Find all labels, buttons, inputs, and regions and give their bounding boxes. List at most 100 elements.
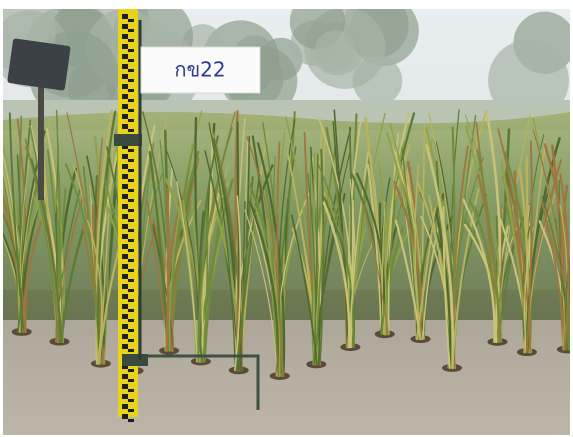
rice-leaf — [248, 189, 281, 377]
variety-sign — [140, 46, 261, 94]
rice-leaf — [494, 225, 509, 343]
rice-leaf — [318, 164, 354, 348]
pole-mark — [122, 294, 128, 299]
rice-leaf — [86, 219, 103, 365]
rice-leaf — [415, 193, 447, 340]
rice-leaf — [276, 141, 285, 377]
pole-mark — [128, 49, 134, 52]
pole-mark — [122, 384, 128, 389]
rice-leaf — [394, 219, 422, 341]
pole-marks — [122, 14, 134, 422]
pole-mark — [122, 394, 128, 399]
pole-mark — [128, 319, 134, 322]
pole-mark — [122, 154, 128, 159]
rice-leaf — [198, 135, 219, 363]
pole-mark — [122, 364, 128, 369]
pole-mark — [128, 129, 134, 132]
rice-leaf — [420, 192, 445, 340]
rice-leaf — [239, 176, 254, 372]
pole-mark — [128, 99, 134, 102]
rice-leaf — [176, 181, 199, 363]
pole-mark — [128, 29, 134, 32]
pole-mark — [122, 14, 128, 19]
pole-mark — [128, 119, 134, 122]
pole-mark — [128, 209, 134, 212]
rice-leaf — [389, 122, 425, 340]
pole-mark — [128, 389, 134, 392]
rice-leaf — [58, 173, 64, 343]
pole-mark — [128, 149, 134, 152]
pole-mark — [122, 54, 128, 59]
pole-mark — [122, 264, 128, 269]
pole-mark — [128, 289, 134, 292]
rice-leaf — [462, 198, 496, 344]
pole-mark — [128, 179, 134, 182]
pole-mark — [122, 224, 128, 229]
pole-mark — [122, 314, 128, 319]
rice-leaf — [274, 131, 286, 377]
rice-leaf — [348, 150, 370, 348]
rice-leaf — [500, 161, 530, 354]
pole-mark — [128, 79, 134, 82]
rice-leaf — [29, 125, 65, 343]
pole-mark — [122, 374, 128, 379]
rice-leaf — [152, 228, 174, 352]
rice-leaf — [97, 110, 117, 365]
pole-mark — [128, 379, 134, 382]
rice-leaf — [165, 187, 170, 352]
pole-mark — [128, 169, 134, 172]
pole-mark — [128, 19, 134, 22]
pole-mark — [128, 279, 134, 282]
pole-mark — [122, 414, 128, 419]
rice-leaf — [197, 127, 233, 363]
sign-post — [38, 80, 44, 200]
pole-mark — [128, 89, 134, 92]
pole-mark — [122, 194, 128, 199]
rice-leaf — [103, 201, 109, 365]
pole-mark — [122, 24, 128, 29]
pole-mark — [122, 184, 128, 189]
pole-mark — [128, 219, 134, 222]
rice-leaf — [315, 145, 337, 366]
pole-mark — [122, 234, 128, 239]
rice-leaf — [257, 142, 286, 378]
pole-mark — [128, 329, 134, 332]
tree-canopy — [314, 30, 356, 72]
pole-mark — [122, 214, 128, 219]
rice-leaf — [317, 127, 352, 366]
pole-mark — [122, 244, 128, 249]
rice-leaf — [307, 173, 316, 365]
pole-mark — [122, 254, 128, 259]
tree-canopy — [352, 55, 403, 106]
pole-mark — [128, 39, 134, 42]
pole-mark — [122, 284, 128, 289]
rice-leaf — [393, 180, 423, 341]
rice-leaf — [385, 154, 400, 335]
rice-leaf — [244, 209, 278, 377]
rice-leaf — [559, 173, 570, 351]
rice-leaf — [563, 245, 570, 351]
pole-mark — [122, 324, 128, 329]
pole-clamp — [122, 354, 148, 366]
pole-mark — [122, 34, 128, 39]
pole-mark — [122, 94, 128, 99]
rice-leaf — [322, 201, 351, 349]
rice-leaf — [366, 163, 383, 336]
pole-mark — [122, 344, 128, 349]
pole-mark — [122, 164, 128, 169]
pole-mark — [128, 259, 134, 262]
metal-frame — [128, 354, 260, 410]
pole-mark — [128, 399, 134, 402]
pole-mark — [122, 334, 128, 339]
pole-mark — [122, 144, 128, 149]
pole-mark — [122, 74, 128, 79]
pole-mark — [128, 269, 134, 272]
rice-leaf — [95, 109, 114, 365]
rice-leaf — [567, 295, 570, 351]
pole-mark — [128, 409, 134, 412]
pole-mark — [128, 59, 134, 62]
rice-leaf — [212, 131, 243, 371]
rice-leaf — [318, 148, 325, 366]
